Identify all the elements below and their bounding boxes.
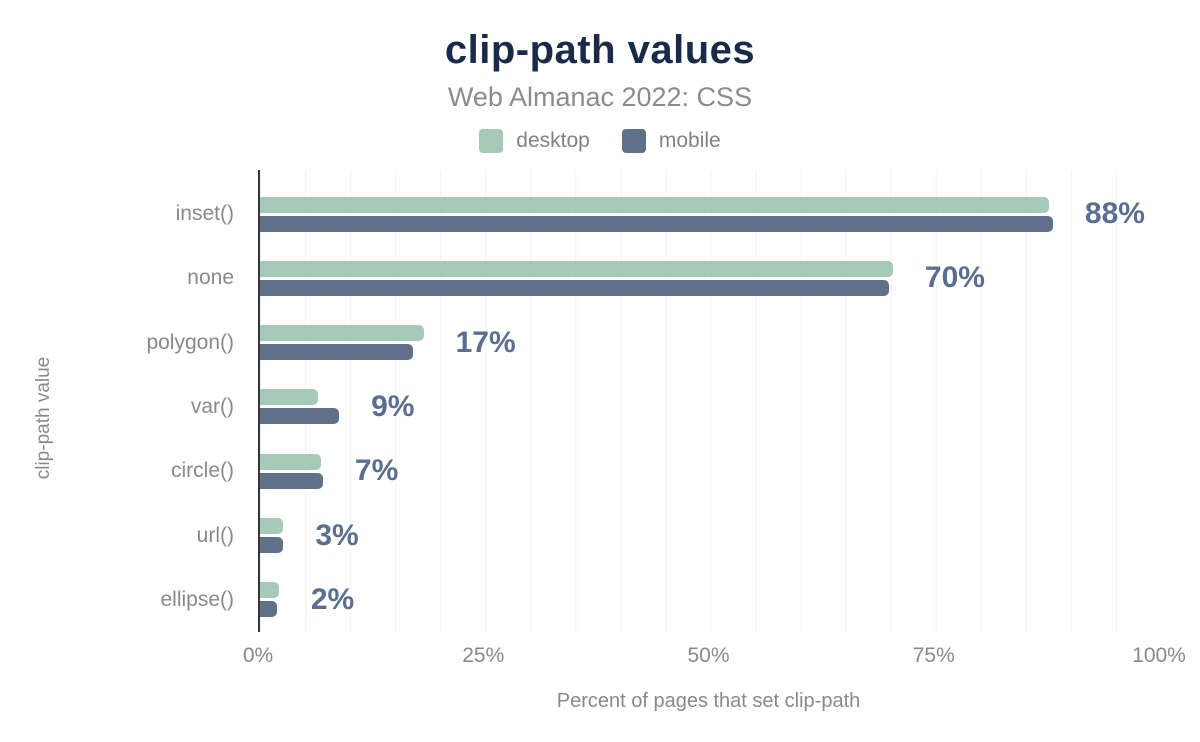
desktop-bar — [260, 389, 319, 406]
value-label: 9% — [371, 389, 415, 423]
category-label: inset() — [175, 202, 234, 226]
mobile-bar — [260, 472, 323, 489]
chart-title: clip-path values — [444, 28, 756, 72]
bar-group: 9% — [260, 375, 1159, 439]
value-label: 17% — [455, 325, 516, 359]
x-tick-label: 0% — [242, 644, 274, 667]
category-labels: inset() none polygon() var() circle() url() el… — [0, 170, 246, 632]
legend-label-desktop: desktop — [516, 129, 590, 152]
mobile-bar — [260, 601, 278, 618]
category-label: ellipse() — [160, 587, 234, 611]
legend: desktop mobile — [0, 128, 1200, 154]
x-tick-label: 100% — [1132, 644, 1186, 667]
desktop-swatch-icon — [479, 129, 504, 153]
mobile-bar — [260, 279, 890, 296]
mobile-bar — [260, 408, 340, 425]
value-label: 2% — [310, 582, 355, 616]
chart-subtitle: Web Almanac 2022: CSS — [447, 82, 753, 112]
legend-item-mobile[interactable]: mobile — [621, 129, 721, 153]
bar-group: 7% — [260, 439, 1159, 503]
value-label: 70% — [924, 261, 985, 295]
bar-group: 2% — [260, 568, 1159, 632]
value-label: 88% — [1084, 197, 1145, 231]
plot-area: 88% 70% 17% 9% 7% 3% 2% — [258, 170, 1159, 632]
chart-area: clip-path value inset() none polygon() var(… — [0, 170, 1200, 742]
mobile-swatch-icon — [621, 129, 646, 153]
value-label: 7% — [354, 454, 399, 488]
value-label: 3% — [315, 518, 359, 552]
desktop-bar — [260, 518, 284, 535]
desktop-bar — [260, 260, 893, 277]
x-tick-label: 25% — [462, 644, 505, 667]
legend-item-desktop[interactable]: desktop — [479, 129, 590, 153]
x-tick-label: 75% — [912, 644, 955, 667]
category-label: none — [187, 266, 234, 290]
category-label: var() — [190, 394, 234, 418]
desktop-bar — [260, 582, 279, 599]
mobile-bar — [260, 537, 284, 554]
x-axis-title: Percent of pages that set clip-path — [556, 690, 861, 712]
bar-group: 70% — [260, 246, 1159, 310]
desktop-bar — [260, 453, 322, 470]
x-axis: 0% 25% 50% 75% 100% — [243, 638, 1186, 668]
desktop-bar — [260, 196, 1050, 213]
bar-group: 3% — [260, 503, 1159, 567]
desktop-bar — [260, 325, 424, 342]
category-label: url() — [196, 523, 234, 547]
mobile-bar — [260, 344, 413, 361]
bar-group: 88% — [260, 182, 1159, 246]
mobile-bar — [260, 215, 1053, 232]
bar-group: 17% — [260, 311, 1159, 375]
x-tick-label: 50% — [687, 644, 730, 667]
category-label: circle() — [171, 459, 234, 483]
legend-label-mobile: mobile — [658, 129, 721, 152]
category-label: polygon() — [146, 330, 234, 354]
